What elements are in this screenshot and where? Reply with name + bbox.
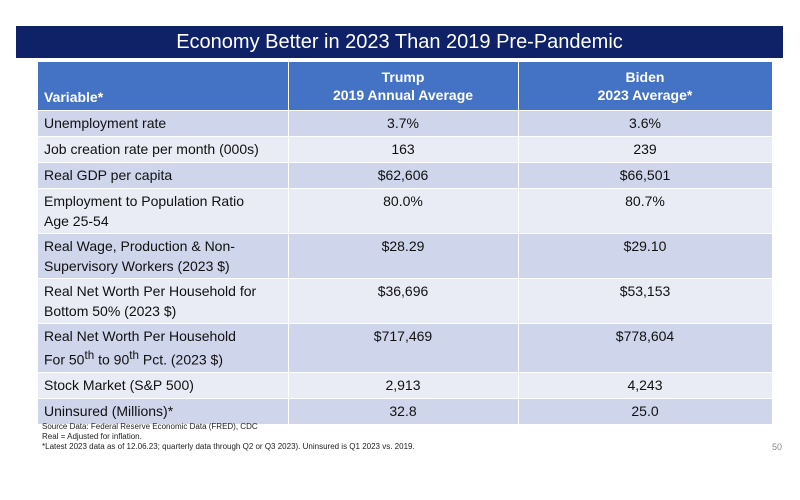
footnotes: Source Data: Federal Reserve Economic Da…	[42, 422, 742, 452]
row-biden-value: 80.7%	[518, 188, 773, 234]
row-variable-text: to 90	[94, 351, 130, 368]
row-variable: Employment to Population Ratio Age 25-54	[38, 188, 289, 234]
header-row: Variable* Trump 2019 Annual Average Bide…	[38, 62, 773, 111]
header-biden-period: 2023 Average*	[597, 87, 693, 103]
row-variable-text: For 50	[44, 351, 85, 368]
footnote-real: Real = Adjusted for inflation.	[42, 432, 142, 441]
row-trump-value: 163	[288, 136, 519, 163]
row-variable: Job creation rate per month (000s)	[38, 136, 289, 163]
row-biden-value: 4,243	[518, 371, 773, 399]
row-variable-line2: Age 25-54	[44, 213, 109, 229]
row-trump-value: 80.0%	[288, 188, 519, 234]
row-variable: Uninsured (Millions)*	[38, 397, 289, 424]
row-biden-value: 3.6%	[518, 110, 773, 137]
table-row: Real Net Worth Per Household for Bottom …	[38, 278, 773, 324]
row-variable: Stock Market (S&P 500)	[38, 371, 289, 399]
row-variable: Real Net Worth Per Household for Bottom …	[38, 278, 289, 324]
row-variable-line2: Supervisory Workers (2023 $)	[44, 258, 230, 274]
header-biden-name: Biden	[625, 69, 665, 85]
row-variable: Real Net Worth Per Household For 50th to…	[38, 323, 289, 373]
row-biden-value: $66,501	[518, 162, 773, 189]
row-variable-line1: Real Net Worth Per Household	[44, 328, 236, 344]
row-trump-value: 2,913	[288, 371, 519, 399]
table-row: Employment to Population Ratio Age 25-54…	[38, 188, 773, 234]
ordinal-suffix: th	[129, 349, 139, 362]
row-variable: Unemployment rate	[38, 110, 289, 137]
header-trump-name: Trump	[381, 69, 425, 85]
row-biden-value: $29.10	[518, 233, 773, 279]
table-row: Unemployment rate 3.7% 3.6%	[38, 110, 773, 137]
row-variable-text: Pct. (2023 $)	[138, 351, 224, 368]
footnote-source: Source Data: Federal Reserve Economic Da…	[42, 422, 258, 431]
footnote-latest: *Latest 2023 data as of 12.06.23; quarte…	[42, 442, 415, 451]
row-variable-line1: Real Wage, Production & Non-	[44, 238, 235, 254]
row-biden-value: $53,153	[518, 278, 773, 324]
header-trump: Trump 2019 Annual Average	[288, 62, 519, 111]
comparison-table: Variable* Trump 2019 Annual Average Bide…	[38, 62, 773, 424]
table-row: Stock Market (S&P 500) 2,913 4,243	[38, 371, 773, 399]
table-row: Real GDP per capita $62,606 $66,501	[38, 162, 773, 189]
table-row: Real Net Worth Per Household For 50th to…	[38, 323, 773, 373]
row-variable: Real Wage, Production & Non- Supervisory…	[38, 233, 289, 279]
row-variable-line2: For 50th to 90th Pct. (2023 $)	[44, 346, 282, 370]
row-biden-value: $778,604	[518, 323, 773, 373]
row-trump-value: 3.7%	[288, 110, 519, 137]
header-trump-period: 2019 Annual Average	[332, 87, 474, 103]
row-biden-value: 239	[518, 136, 773, 163]
row-trump-value: $62,606	[288, 162, 519, 189]
row-variable-line1: Real Net Worth Per Household for	[44, 283, 257, 299]
row-trump-value: $28.29	[288, 233, 519, 279]
row-variable-line2: Bottom 50% (2023 $)	[44, 303, 177, 319]
row-trump-value: $717,469	[288, 323, 519, 373]
row-variable-line1: Employment to Population Ratio	[44, 193, 244, 209]
header-variable: Variable*	[38, 62, 289, 111]
table-row: Real Wage, Production & Non- Supervisory…	[38, 233, 773, 279]
slide-title: Economy Better in 2023 Than 2019 Pre-Pan…	[16, 26, 783, 58]
table-row: Uninsured (Millions)* 32.8 25.0	[38, 397, 773, 424]
row-variable: Real GDP per capita	[38, 162, 289, 189]
row-trump-value: 32.8	[288, 397, 519, 424]
header-biden: Biden 2023 Average*	[518, 62, 773, 111]
row-trump-value: $36,696	[288, 278, 519, 324]
page-number: 50	[771, 442, 782, 452]
table-row: Job creation rate per month (000s) 163 2…	[38, 136, 773, 163]
ordinal-suffix: th	[84, 349, 95, 362]
row-biden-value: 25.0	[518, 397, 773, 424]
